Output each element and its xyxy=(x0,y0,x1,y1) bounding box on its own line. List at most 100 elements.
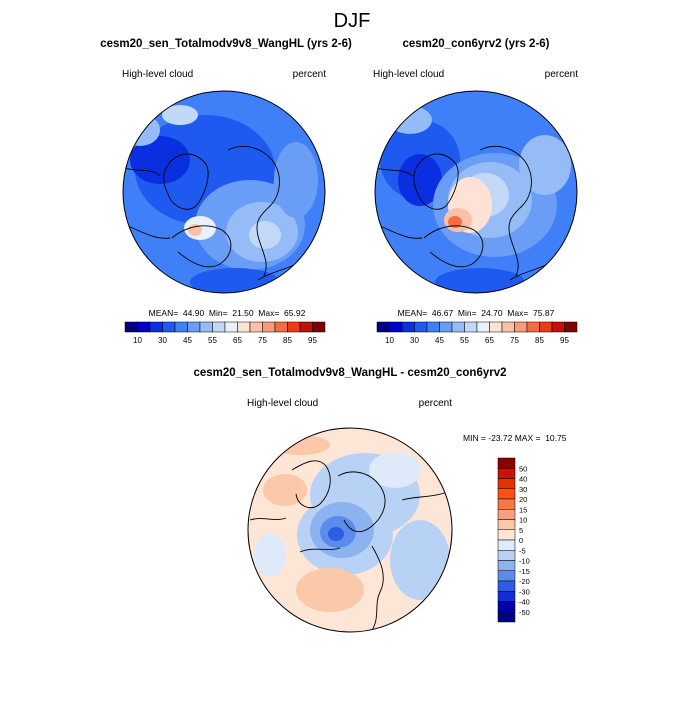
panel-difference-units-label: percent xyxy=(419,398,453,409)
colorbar-tick-label: -30 xyxy=(519,587,530,596)
colorbar-swatch xyxy=(497,488,516,500)
colorbar-swatch xyxy=(401,321,415,333)
colorbar-tick-label: -5 xyxy=(519,546,526,555)
coastline xyxy=(371,545,384,631)
colorbar-swatch xyxy=(414,321,428,333)
coastline xyxy=(423,225,484,268)
colorbar-tick-label: -20 xyxy=(519,577,530,586)
colorbar-swatch xyxy=(497,468,516,479)
colorbar-swatch xyxy=(497,560,516,571)
coastline xyxy=(337,471,386,533)
colorbar-swatch xyxy=(489,321,503,333)
colorbar-tick-label: -10 xyxy=(519,557,530,566)
colorbar-swatch xyxy=(274,321,288,333)
colorbar-tick-label: -15 xyxy=(519,567,530,576)
panel-right-title: cesm20_con6yrv2 (yrs 2-6) xyxy=(402,38,549,50)
colorbar-tick-label: 65 xyxy=(233,336,242,345)
panel-left: cesm20_sen_Totalmodv9v8_WangHL (yrs 2-6)… xyxy=(100,38,352,345)
colorbar-swatch xyxy=(187,321,201,333)
colorbar-tick-label: 30 xyxy=(410,336,419,345)
map-field-patch xyxy=(270,435,330,455)
colorbar-swatch xyxy=(212,321,226,333)
map-field-patch xyxy=(519,135,571,195)
map-field-patch xyxy=(263,474,307,506)
colorbar-swatch xyxy=(497,509,516,520)
colorbar-swatch xyxy=(162,321,176,333)
panel-right-units-label: percent xyxy=(545,69,579,80)
colorbar-swatch xyxy=(224,321,238,333)
panel-difference-title: cesm20_sen_Totalmodv9v8_WangHL - cesm20_… xyxy=(194,367,507,379)
colorbar-swatch xyxy=(497,478,516,489)
colorbar-swatch xyxy=(426,321,440,333)
panel-difference-map xyxy=(248,428,452,632)
panel-left-title: cesm20_sen_Totalmodv9v8_WangHL (yrs 2-6) xyxy=(100,38,352,50)
colorbar-swatch xyxy=(464,321,478,333)
colorbar-swatch xyxy=(497,529,516,541)
colorbar-swatch xyxy=(312,321,326,333)
colorbar-tick-label: 95 xyxy=(560,336,569,345)
colorbar-swatch xyxy=(439,321,453,333)
colorbar-swatch xyxy=(376,321,390,333)
colorbar-tick-label: 30 xyxy=(519,485,527,494)
coastline xyxy=(249,491,449,553)
colorbar-swatch xyxy=(514,321,528,333)
colorbar-swatch xyxy=(124,321,138,333)
map-field-patch xyxy=(190,268,280,293)
colorbar-tick-label: -50 xyxy=(519,608,530,617)
panel-left-colorbar: 10 30 45 55 65 75 85 95 xyxy=(124,321,326,345)
panel-left-variable-label: High-level cloud xyxy=(122,69,193,80)
panel-right-variable-label: High-level cloud xyxy=(373,69,444,80)
colorbar-swatch xyxy=(497,519,516,530)
colorbar-swatch xyxy=(564,321,578,333)
colorbar-swatch xyxy=(174,321,188,333)
map-field-patch xyxy=(390,520,450,600)
panel-right-stats: MEAN= 46.67 Min= 24.70 Max= 75.87 xyxy=(398,308,555,318)
map-field-patch xyxy=(435,268,525,293)
colorbar-tick-label: 10 xyxy=(385,336,394,345)
colorbar-tick-label: 95 xyxy=(308,336,317,345)
panel-difference-variable-label: High-level cloud xyxy=(247,398,318,409)
colorbar-swatch xyxy=(526,321,540,333)
figure-title: DJF xyxy=(334,10,371,32)
colorbar-swatch xyxy=(389,321,403,333)
map-field-patch xyxy=(388,106,432,134)
map-field-patch xyxy=(130,136,190,184)
panel-difference: cesm20_sen_Totalmodv9v8_WangHL - cesm20_… xyxy=(194,367,567,633)
colorbar-tick-label: 40 xyxy=(519,475,527,484)
colorbar-swatch xyxy=(497,550,516,561)
map-field-patch xyxy=(296,568,364,612)
colorbar-tick-label: 55 xyxy=(460,336,469,345)
coastline xyxy=(227,146,280,277)
colorbar-swatch xyxy=(497,580,516,592)
colorbar-tick-label: 0 xyxy=(519,536,523,545)
map-field-patch xyxy=(254,533,286,577)
colorbar-swatch xyxy=(551,321,565,333)
colorbar-tick-label: 65 xyxy=(485,336,494,345)
colorbar-tick-label: 85 xyxy=(535,336,544,345)
colorbar-tick-label: 50 xyxy=(519,464,527,473)
colorbar-tick-label: 55 xyxy=(208,336,217,345)
map-frame xyxy=(374,90,578,294)
map-field-patch xyxy=(162,105,198,125)
panel-right-colorbar: 10 30 45 55 65 75 85 95 xyxy=(376,321,578,345)
map-field-patch xyxy=(188,224,202,236)
panel-right: cesm20_con6yrv2 (yrs 2-6) High-level clo… xyxy=(373,38,579,345)
colorbar-swatch xyxy=(497,457,516,469)
map-field-patch xyxy=(274,142,318,218)
colorbar-tick-label: -40 xyxy=(519,598,530,607)
colorbar-swatch xyxy=(249,321,263,333)
panel-left-map xyxy=(123,91,325,293)
colorbar-tick-label: 10 xyxy=(519,516,527,525)
map-field-patch xyxy=(398,154,442,206)
panel-right-map xyxy=(375,91,577,293)
colorbar-swatch xyxy=(497,611,516,623)
colorbar-tick-label: 30 xyxy=(158,336,167,345)
colorbar-tick-label: 75 xyxy=(510,336,519,345)
colorbar-swatch xyxy=(497,539,516,551)
colorbar-swatch xyxy=(199,321,213,333)
colorbar-swatch xyxy=(262,321,276,333)
colorbar-swatch xyxy=(476,321,490,333)
colorbar-tick-label: 20 xyxy=(519,495,527,504)
